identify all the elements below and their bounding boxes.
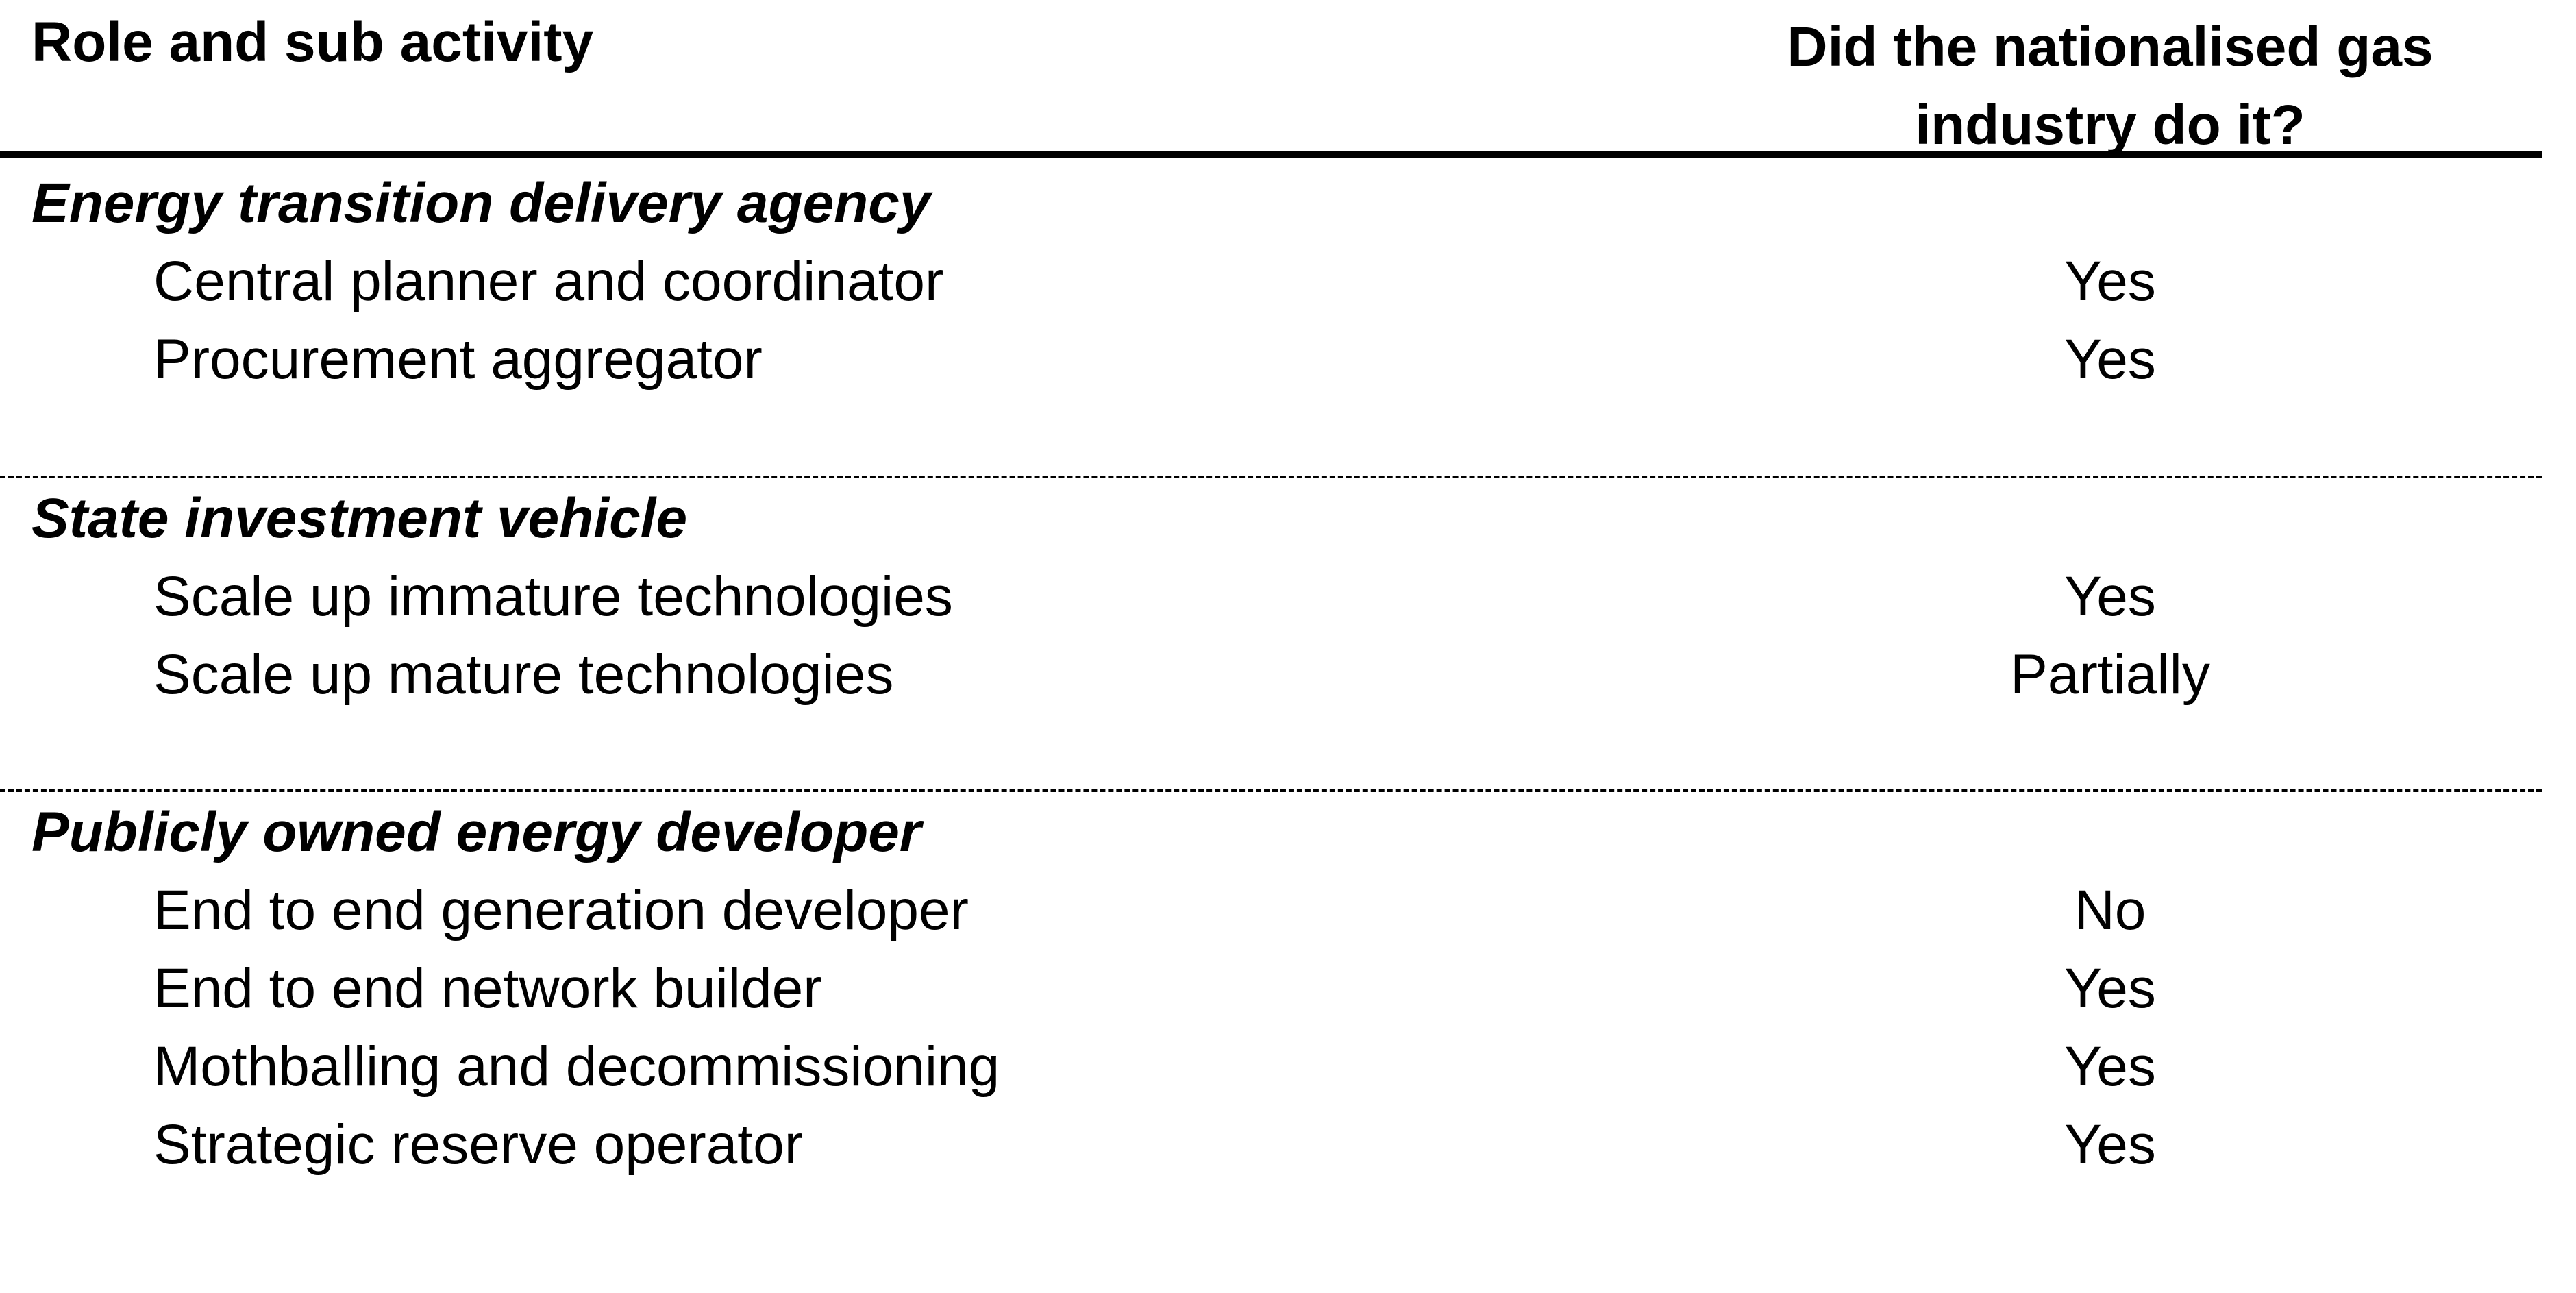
section-divider: [0, 789, 2542, 792]
row-activity: Procurement aggregator: [153, 328, 763, 391]
row-answer: No: [2074, 879, 2146, 941]
table-row: Strategic reserve operator Yes: [0, 1106, 2542, 1184]
row-answer: Yes: [2064, 250, 2156, 312]
table-row: Procurement aggregator Yes: [0, 321, 2542, 399]
section-publicly-owned-energy-developer: Publicly owned energy developer End to e…: [0, 793, 2542, 1184]
row-answer: Yes: [2064, 1113, 2156, 1176]
row-answer: Yes: [2064, 1035, 2156, 1098]
section-title: Publicly owned energy developer: [32, 801, 921, 863]
row-activity: End to end generation developer: [153, 879, 969, 941]
row-activity: End to end network builder: [153, 957, 822, 1020]
row-answer: Yes: [2064, 328, 2156, 391]
row-activity: Mothballing and decommissioning: [153, 1035, 1000, 1098]
section-energy-transition-delivery-agency: Energy transition delivery agency Centra…: [0, 164, 2542, 399]
section-title: State investment vehicle: [32, 487, 688, 550]
section-title: Energy transition delivery agency: [32, 172, 931, 234]
table-row: Scale up immature technologies Yes: [0, 558, 2542, 636]
table-row: End to end generation developer No: [0, 872, 2542, 950]
table-row: Scale up mature technologies Partially: [0, 636, 2542, 714]
row-activity: Strategic reserve operator: [153, 1113, 804, 1176]
section-state-investment-vehicle: State investment vehicle Scale up immatu…: [0, 480, 2542, 714]
row-activity: Central planner and coordinator: [153, 250, 944, 312]
row-answer: Partially: [2010, 643, 2210, 706]
table-row: Central planner and coordinator Yes: [0, 243, 2542, 321]
row-answer: Yes: [2064, 957, 2156, 1020]
table-header: Role and sub activity Did the nationalis…: [0, 0, 2542, 158]
column-header-answer-line2: industry do it?: [1915, 94, 2305, 156]
row-activity: Scale up immature technologies: [153, 565, 953, 628]
table-row: Mothballing and decommissioning Yes: [0, 1028, 2542, 1106]
section-divider: [0, 476, 2542, 478]
column-header-answer: Did the nationalised gas industry do it?: [1726, 8, 2494, 164]
column-header-answer-line1: Did the nationalised gas: [1787, 16, 2433, 78]
column-header-role: Role and sub activity: [32, 11, 594, 73]
row-activity: Scale up mature technologies: [153, 643, 894, 706]
row-answer: Yes: [2064, 565, 2156, 628]
table-row: End to end network builder Yes: [0, 950, 2542, 1028]
